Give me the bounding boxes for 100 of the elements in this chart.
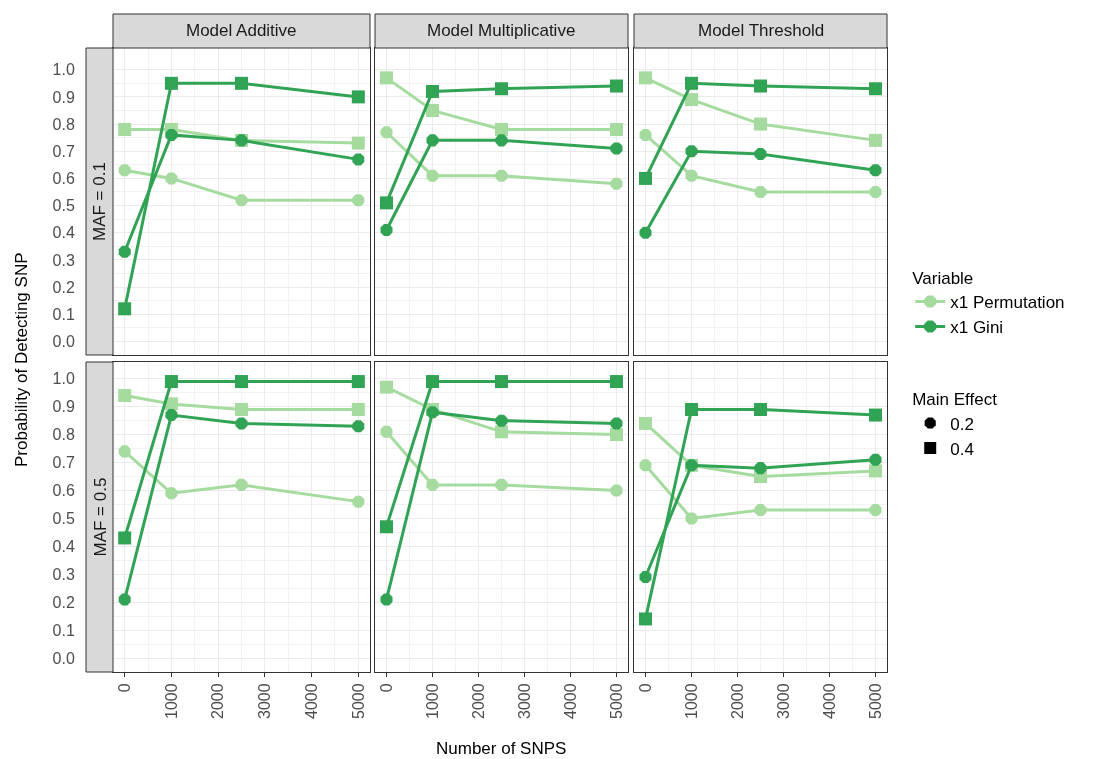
point: [495, 123, 508, 136]
text: MAF = 0.1: [90, 162, 109, 241]
point: [351, 402, 365, 416]
point: [235, 375, 248, 389]
y-axis-title: Probability of Detecting SNP: [12, 252, 31, 467]
y-tick-label: 0.7: [52, 142, 75, 160]
point: [639, 571, 652, 584]
point: [235, 417, 248, 430]
point: [118, 531, 132, 545]
point: [639, 128, 652, 141]
point: [380, 380, 393, 394]
text: MAF = 0.5: [90, 477, 110, 557]
point: [869, 453, 882, 466]
point: [639, 226, 652, 239]
x-tick-label: 3000: [256, 683, 274, 719]
point: [685, 169, 698, 182]
y-tick-label: 0.3: [52, 565, 75, 583]
point: [639, 612, 652, 626]
point: [118, 389, 132, 403]
point: [869, 464, 882, 478]
point: [165, 487, 178, 500]
point: [352, 194, 365, 207]
point: [639, 416, 652, 430]
y-tick-label: 0.9: [52, 398, 75, 416]
point: [685, 402, 698, 416]
point: [426, 375, 439, 389]
point: [165, 409, 178, 422]
point: [426, 84, 439, 98]
y-tick-label: 0.5: [52, 510, 75, 527]
y-tick-label: 0.5: [52, 197, 75, 215]
point: [610, 142, 623, 155]
x-tick-label: 0: [115, 683, 133, 693]
x-tick-label: 3000: [774, 683, 792, 719]
point: [380, 71, 393, 85]
point: [118, 164, 131, 177]
x-tick-label: 5000: [607, 683, 625, 719]
point: [164, 76, 178, 90]
y-tick-label: 0.1: [52, 305, 75, 323]
y-tick-label: 0.6: [52, 170, 75, 188]
x-tick-label: 2000: [209, 683, 227, 719]
chart-title: Model Additive: [186, 21, 297, 40]
point: [685, 145, 698, 158]
point: [754, 79, 767, 93]
point: [869, 504, 882, 517]
point: [495, 169, 508, 182]
point: [754, 462, 767, 475]
legend-label: x1 Gini: [950, 318, 1004, 338]
point: [610, 484, 623, 497]
point: [639, 171, 652, 185]
y-tick-label: 0.0: [52, 333, 75, 351]
point: [610, 79, 623, 93]
x-tick-label: 0: [377, 683, 395, 693]
point: [352, 153, 365, 166]
point: [380, 520, 393, 534]
point: [235, 194, 248, 207]
x-tick-label: 0: [636, 683, 654, 693]
point: [869, 185, 882, 198]
point: [610, 417, 623, 430]
point: [754, 117, 767, 131]
point: [351, 90, 365, 104]
point: [610, 123, 623, 136]
point: [352, 495, 365, 508]
point: [869, 408, 882, 422]
point: [118, 445, 131, 458]
point: [118, 593, 131, 606]
chart-title: Model Threshold: [698, 21, 825, 40]
x-tick-label: 1000: [162, 683, 180, 719]
point: [495, 82, 508, 96]
x-tick-label: 1000: [423, 683, 441, 719]
point: [235, 478, 248, 491]
point: [165, 128, 178, 141]
x-tick-label: 2000: [728, 683, 746, 719]
legend-title: Variable: [912, 268, 974, 288]
point: [754, 185, 767, 198]
y-tick-label: 0.4: [52, 537, 75, 555]
point: [352, 420, 365, 433]
point: [165, 172, 178, 185]
y-tick-label: 0.1: [52, 621, 75, 639]
x-tick-label: 5000: [349, 683, 367, 719]
chart-title: Model Multiplicative: [427, 21, 576, 40]
x-tick-label: 1000: [682, 683, 700, 719]
point: [495, 425, 508, 439]
point: [495, 414, 508, 427]
point: [118, 123, 132, 136]
x-tick-label: 4000: [820, 683, 838, 719]
point: [685, 93, 698, 107]
point: [235, 76, 248, 90]
x-tick-label: 4000: [561, 683, 579, 719]
point: [351, 375, 365, 389]
point: [426, 169, 439, 182]
point: [380, 593, 393, 606]
y-tick-label: 0.0: [52, 649, 75, 667]
point: [426, 134, 439, 147]
y-tick-label: 0.8: [52, 426, 75, 444]
point: [869, 82, 882, 96]
point: [118, 245, 131, 258]
x-tick-label: 2000: [469, 683, 487, 719]
point: [235, 402, 248, 416]
x-axis-title: Number of SNPS: [436, 739, 567, 758]
point: [380, 126, 393, 139]
